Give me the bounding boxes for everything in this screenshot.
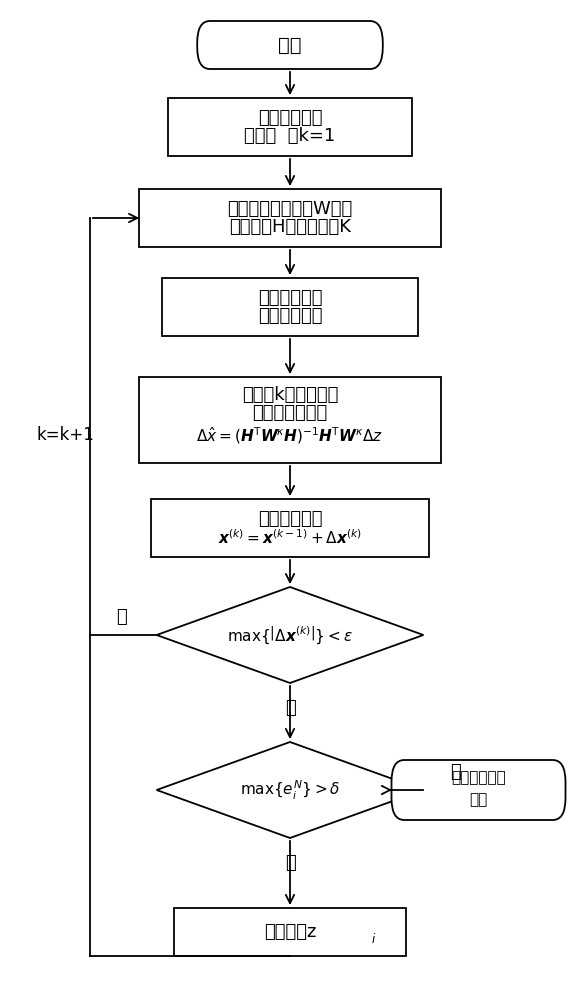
Text: 结束: 结束 (469, 792, 488, 808)
Text: 可比矩阵H和投影算子K: 可比矩阵H和投影算子K (229, 218, 351, 236)
Text: 修正量测z: 修正量测z (264, 923, 316, 941)
Text: 估计，  置k=1: 估计， 置k=1 (244, 127, 336, 145)
Text: $\Delta\hat{x} = \left(\boldsymbol{H}^\mathrm{T}\boldsymbol{W}^\kappa\boldsymbol: $\Delta\hat{x} = \left(\boldsymbol{H}^\m… (197, 426, 383, 446)
Text: 是: 是 (285, 854, 295, 872)
Text: 求解第k步电力系统: 求解第k步电力系统 (242, 386, 338, 404)
Bar (139, 377, 441, 463)
Text: 量测修正权重: 量测修正权重 (258, 307, 322, 325)
FancyBboxPatch shape (197, 21, 383, 69)
Bar (162, 278, 418, 336)
Text: 否: 否 (450, 763, 461, 781)
Bar (168, 98, 412, 156)
Polygon shape (157, 742, 423, 838)
Text: 输出辨识结果: 输出辨识结果 (451, 770, 506, 786)
Text: $\boldsymbol{x}^{(k)} = \boldsymbol{x}^{(k-1)} + \Delta\boldsymbol{x}^{(k)}$: $\boldsymbol{x}^{(k)} = \boldsymbol{x}^{… (218, 529, 362, 547)
Text: $\max\left\{\left|\Delta\boldsymbol{x}^{(k)}\right|\right\} < \varepsilon$: $\max\left\{\left|\Delta\boldsymbol{x}^{… (227, 624, 353, 646)
Text: 开始: 开始 (278, 35, 302, 54)
Text: $\max\{e_i^N\} > \delta$: $\max\{e_i^N\} > \delta$ (240, 778, 340, 802)
Bar (139, 189, 441, 247)
Text: 更新状态变量: 更新状态变量 (258, 510, 322, 528)
Bar (174, 908, 406, 956)
Text: 是: 是 (285, 699, 295, 717)
Text: $_i$: $_i$ (371, 928, 376, 946)
Text: 计算电力系统: 计算电力系统 (258, 289, 322, 307)
Bar (151, 499, 429, 557)
FancyBboxPatch shape (392, 760, 566, 820)
Text: 状态变量修正量: 状态变量修正量 (252, 404, 328, 422)
Text: 计算量测权重矩阵W、雅: 计算量测权重矩阵W、雅 (227, 200, 353, 218)
Text: k=k+1: k=k+1 (36, 426, 94, 444)
Polygon shape (157, 587, 423, 683)
Text: 平值启动状态: 平值启动状态 (258, 109, 322, 127)
Text: 否: 否 (117, 608, 127, 626)
